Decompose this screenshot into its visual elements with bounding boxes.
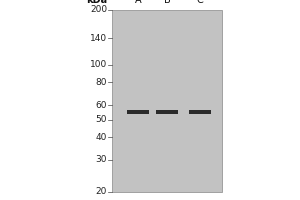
Text: 30: 30 <box>95 155 107 164</box>
Text: 50: 50 <box>95 115 107 124</box>
Text: C: C <box>196 0 203 5</box>
Text: B: B <box>164 0 170 5</box>
Text: A: A <box>135 0 141 5</box>
Text: 80: 80 <box>95 78 107 87</box>
Text: kDa: kDa <box>86 0 107 5</box>
Bar <box>127 110 149 114</box>
Bar <box>156 110 178 114</box>
Bar <box>189 110 211 114</box>
Text: 60: 60 <box>95 101 107 110</box>
Text: 100: 100 <box>90 60 107 69</box>
Text: 40: 40 <box>96 133 107 142</box>
Text: 140: 140 <box>90 34 107 43</box>
Text: 20: 20 <box>96 188 107 196</box>
Bar <box>112 10 222 192</box>
Text: 200: 200 <box>90 5 107 15</box>
